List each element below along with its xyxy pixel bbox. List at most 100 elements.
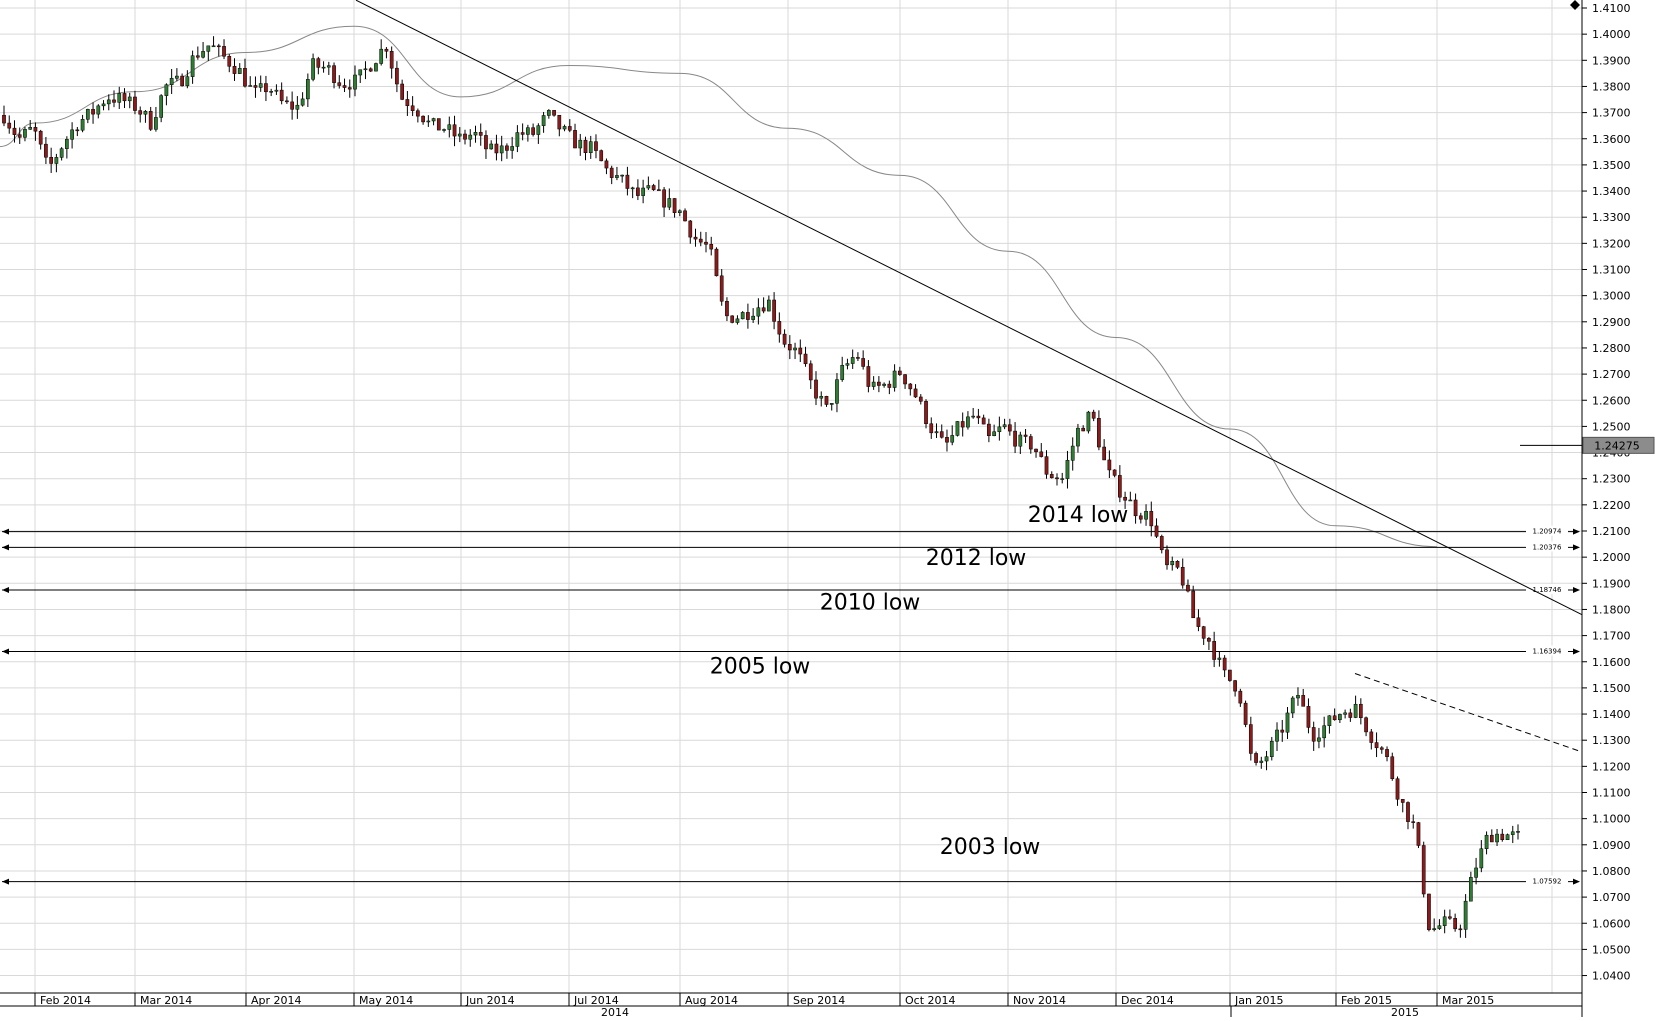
- y-tick-label: 1.2900: [1592, 316, 1631, 329]
- candle-body: [1411, 821, 1416, 823]
- candle-body: [992, 431, 996, 436]
- candle-body: [950, 435, 955, 443]
- candle-body: [866, 366, 871, 387]
- candle-body: [693, 236, 698, 240]
- candle-body: [1233, 680, 1237, 692]
- candle-body: [1228, 669, 1232, 681]
- candle-body: [971, 415, 976, 418]
- candle-body: [311, 58, 315, 80]
- current-price-box: [1582, 436, 1655, 454]
- candle-body: [28, 127, 33, 130]
- candle-body: [363, 68, 368, 71]
- candle-body: [536, 125, 541, 135]
- candle-body: [1107, 459, 1112, 471]
- candle-body: [604, 160, 609, 169]
- level-arrow-right: [1573, 648, 1580, 655]
- candle-body: [44, 143, 48, 158]
- annotation-2014-low: 2014 low: [1028, 503, 1129, 528]
- candle-body: [1484, 834, 1489, 849]
- candle-body: [1212, 641, 1217, 660]
- candle-body: [1044, 456, 1049, 475]
- candle-body: [1170, 560, 1175, 566]
- candle-body: [756, 307, 761, 317]
- candle-body: [934, 431, 939, 434]
- candle-body: [877, 381, 881, 386]
- level-arrow-right: [1573, 528, 1580, 535]
- candle-body: [1338, 714, 1342, 721]
- candle-body: [636, 187, 640, 196]
- candle-body: [379, 48, 384, 64]
- candle-body: [133, 96, 137, 111]
- candle-body: [567, 126, 572, 131]
- candle-body: [924, 401, 928, 425]
- candle-body: [1348, 712, 1353, 718]
- candle-body: [473, 132, 478, 136]
- y-tick-label: 1.2500: [1592, 420, 1631, 433]
- candle-body: [651, 185, 656, 190]
- candle-body: [1222, 657, 1227, 671]
- candle-body: [1154, 525, 1159, 537]
- candle-body: [358, 69, 363, 76]
- candle-body: [1437, 925, 1442, 929]
- candle-body: [1275, 729, 1279, 742]
- candle-body: [725, 301, 729, 317]
- candle-body: [1421, 845, 1426, 895]
- candle-body: [347, 87, 352, 90]
- x-tick-label: Feb 2014: [40, 994, 91, 1007]
- level-value-box: [1526, 525, 1568, 536]
- candle-body: [1013, 430, 1017, 447]
- annotation-2012-low: 2012 low: [926, 546, 1027, 571]
- candle-body: [955, 421, 960, 436]
- candle-body: [1390, 756, 1395, 779]
- candle-body: [552, 110, 556, 116]
- candle-body: [484, 135, 488, 150]
- candle-body: [410, 105, 415, 111]
- candle-body: [38, 130, 43, 145]
- candle-body: [169, 78, 174, 85]
- plot-background: [0, 0, 1582, 993]
- y-tick-label: 1.1300: [1592, 734, 1631, 747]
- y-tick-label: 1.2700: [1592, 368, 1631, 381]
- candle-body: [321, 66, 326, 69]
- x-tick-label: Aug 2014: [685, 994, 738, 1007]
- support-levels-layer: 1.20974 1.20376 1.18746 1.16394 1.07592: [2, 525, 1580, 886]
- candle-body: [65, 139, 69, 149]
- candle-body: [1191, 590, 1196, 619]
- candle-body: [850, 357, 855, 364]
- candle-body: [1400, 799, 1405, 803]
- candle-body: [1285, 712, 1290, 733]
- y-tick-label: 1.2800: [1592, 342, 1631, 355]
- candle-body: [1112, 469, 1117, 476]
- level-value-label: 1.07592: [1533, 878, 1562, 886]
- candle-body: [70, 129, 74, 140]
- candle-body: [546, 110, 551, 116]
- x-tick-label: Apr 2014: [251, 994, 302, 1007]
- y-tick-label: 1.3100: [1592, 264, 1631, 277]
- candle-body: [981, 417, 986, 425]
- candle-body: [515, 132, 520, 147]
- candle-body: [384, 48, 389, 52]
- y-tick-label: 1.3700: [1592, 107, 1631, 120]
- candle-body: [1070, 445, 1075, 461]
- x-tick-label: Sep 2014: [793, 994, 845, 1007]
- x-tick-label: Oct 2014: [905, 994, 956, 1007]
- y-tick-label: 1.0500: [1592, 943, 1631, 956]
- candle-body: [1102, 446, 1106, 461]
- candle-body: [594, 141, 598, 151]
- candle-body: [499, 145, 504, 154]
- candle-body: [190, 55, 195, 77]
- candle-body: [709, 244, 714, 250]
- level-value-label: 1.16394: [1533, 647, 1562, 655]
- y-tick-label: 1.2100: [1592, 525, 1631, 538]
- candle-body: [138, 110, 143, 115]
- y-tick-label: 1.3400: [1592, 185, 1631, 198]
- candle-body: [861, 358, 866, 367]
- candle-body: [897, 370, 902, 375]
- trendline-layer: [355, 0, 1583, 753]
- candle-body: [1479, 848, 1484, 869]
- candle-body: [1144, 511, 1148, 520]
- candle-body: [274, 89, 279, 92]
- candle-body: [1165, 549, 1169, 566]
- y-tick-label: 1.3200: [1592, 237, 1631, 250]
